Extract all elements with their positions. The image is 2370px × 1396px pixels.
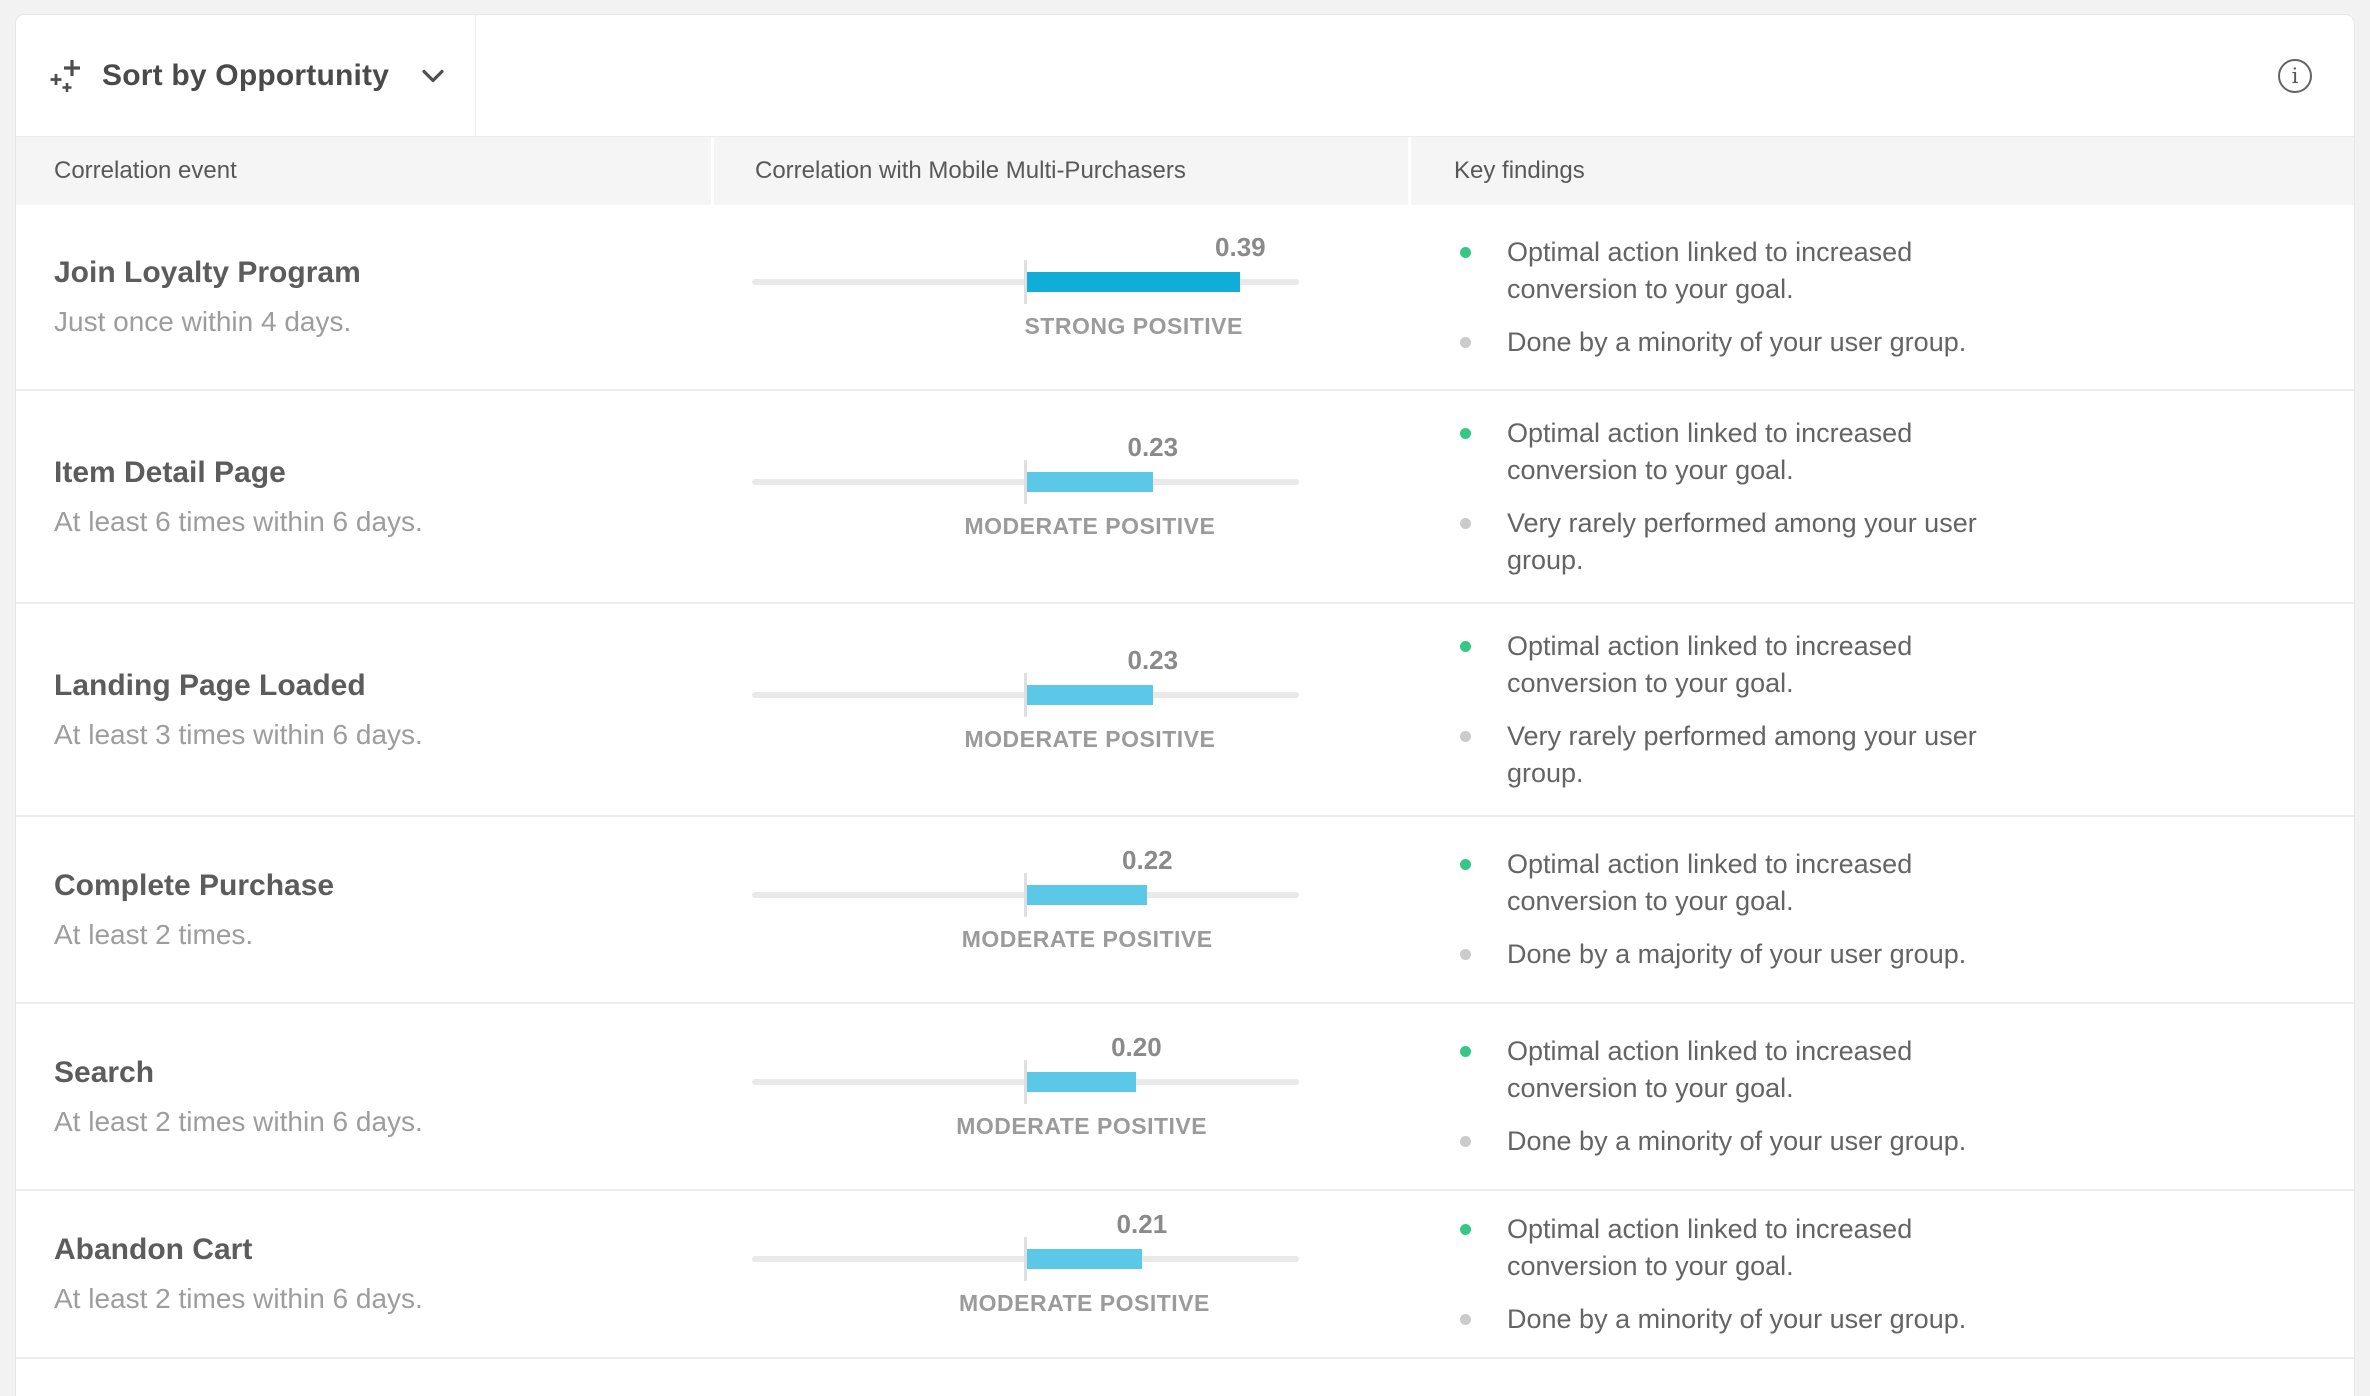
- event-title[interactable]: Item Detail Page: [54, 455, 286, 489]
- correlation-mini-chart: 0.23 MODERATE POSITIVE: [711, 645, 1408, 775]
- finding-text: Optimal action linked to increased conve…: [1507, 1036, 1913, 1103]
- green-dot-icon: [1460, 427, 1471, 439]
- correlation-value: 0.23: [1127, 431, 1179, 462]
- column-header-correlation-with: Correlation with Mobile Multi-Purchasers: [711, 137, 1408, 205]
- correlation-strength-label: MODERATE POSITIVE: [964, 725, 1216, 752]
- table-row: Abandon Cart At least 2 times within 6 d…: [16, 1191, 2354, 1359]
- finding-text: Optimal action linked to increased conve…: [1507, 849, 1913, 916]
- correlation-strength-label: MODERATE POSITIVE: [956, 1112, 1208, 1139]
- correlation-bar: [1027, 884, 1148, 905]
- zero-tick: [1024, 459, 1027, 504]
- correlation-strength-label: MODERATE POSITIVE: [958, 1290, 1210, 1316]
- table-row: Item Detail Page At least 6 times within…: [16, 391, 2354, 604]
- column-header-correlation-event: Correlation event: [16, 137, 711, 205]
- next-row-partial: [16, 1359, 2354, 1394]
- green-dot-icon: [1460, 1223, 1471, 1235]
- key-finding-item: Optimal action linked to increased conve…: [1460, 1033, 2354, 1107]
- finding-text: Done by a majority of your user group.: [1507, 939, 1967, 969]
- toolbar: Sort by Opportunity i: [16, 15, 2354, 137]
- correlation-mini-chart: 0.21 MODERATE POSITIVE: [711, 1209, 1408, 1339]
- correlation-bar: [1027, 272, 1241, 292]
- table-header: Correlation event Correlation with Mobil…: [16, 137, 2354, 205]
- event-title[interactable]: Abandon Cart: [54, 1233, 253, 1266]
- finding-text: Done by a minority of your user group.: [1507, 326, 1967, 357]
- key-finding-item: Optimal action linked to increased conve…: [1460, 234, 2354, 308]
- event-subtitle: At least 2 times.: [54, 918, 254, 950]
- event-title[interactable]: Join Loyalty Program: [54, 256, 361, 289]
- key-finding-item: Done by a minority of your user group.: [1460, 1123, 2354, 1160]
- key-finding-item: Very rarely performed among your user gr…: [1460, 718, 2354, 792]
- chevron-down-icon: [421, 68, 445, 84]
- key-finding-item: Very rarely performed among your user gr…: [1460, 505, 2354, 579]
- green-dot-icon: [1460, 640, 1471, 652]
- event-subtitle: At least 3 times within 6 days.: [54, 718, 423, 750]
- gray-dot-icon: [1460, 517, 1471, 529]
- green-dot-icon: [1460, 859, 1471, 870]
- key-finding-item: Optimal action linked to increased conve…: [1460, 628, 2354, 702]
- gray-dot-icon: [1460, 949, 1471, 960]
- column-header-key-findings: Key findings: [1408, 137, 2354, 205]
- correlation-bar: [1027, 684, 1153, 705]
- finding-text: Optimal action linked to increased conve…: [1507, 630, 1913, 698]
- finding-text: Very rarely performed among your user gr…: [1507, 507, 1977, 575]
- event-title[interactable]: Landing Page Loaded: [54, 668, 366, 702]
- correlation-card: Sort by Opportunity i Correlation event …: [15, 14, 2355, 1396]
- event-subtitle: At least 2 times within 6 days.: [54, 1105, 423, 1137]
- table-row: Search At least 2 times within 6 days. 0…: [16, 1004, 2354, 1191]
- correlation-value: 0.39: [1215, 232, 1266, 262]
- finding-text: Done by a minority of your user group.: [1507, 1303, 1967, 1334]
- correlation-strength-label: STRONG POSITIVE: [1024, 313, 1243, 339]
- key-finding-item: Done by a minority of your user group.: [1460, 324, 2354, 361]
- correlation-mini-chart: 0.22 MODERATE POSITIVE: [711, 845, 1408, 975]
- finding-text: Optimal action linked to increased conve…: [1507, 236, 1913, 304]
- gray-dot-icon: [1460, 1136, 1471, 1147]
- gray-dot-icon: [1460, 336, 1471, 348]
- correlation-strength-label: MODERATE POSITIVE: [964, 512, 1216, 539]
- finding-text: Done by a minority of your user group.: [1507, 1126, 1967, 1156]
- finding-text: Very rarely performed among your user gr…: [1507, 720, 1977, 788]
- correlation-value: 0.22: [1122, 844, 1173, 875]
- correlation-mini-chart: 0.39 STRONG POSITIVE: [711, 232, 1408, 362]
- key-finding-item: Optimal action linked to increased conve…: [1460, 846, 2354, 920]
- correlation-mini-chart: 0.20 MODERATE POSITIVE: [711, 1032, 1408, 1162]
- zero-tick: [1024, 260, 1027, 304]
- key-finding-item: Done by a minority of your user group.: [1460, 1301, 2354, 1338]
- zero-tick: [1024, 672, 1027, 717]
- correlation-bar: [1027, 1071, 1137, 1092]
- table-row: Complete Purchase At least 2 times. 0.22…: [16, 817, 2354, 1004]
- event-subtitle: At least 6 times within 6 days.: [54, 505, 423, 537]
- gray-dot-icon: [1460, 1313, 1471, 1325]
- correlation-bar: [1027, 1249, 1142, 1269]
- green-dot-icon: [1460, 1046, 1471, 1057]
- event-subtitle: Just once within 4 days.: [54, 306, 352, 337]
- finding-text: Optimal action linked to increased conve…: [1507, 1213, 1913, 1281]
- table-row: Join Loyalty Program Just once within 4 …: [16, 205, 2354, 391]
- correlation-value: 0.21: [1116, 1209, 1168, 1239]
- key-finding-item: Optimal action linked to increased conve…: [1460, 415, 2354, 489]
- event-title[interactable]: Complete Purchase: [54, 868, 335, 902]
- zero-tick: [1024, 1237, 1027, 1281]
- sort-label: Sort by Opportunity: [102, 58, 390, 92]
- table-row: Landing Page Loaded At least 3 times wit…: [16, 604, 2354, 817]
- key-finding-item: Optimal action linked to increased conve…: [1460, 1211, 2354, 1285]
- info-icon[interactable]: i: [2278, 58, 2312, 93]
- correlation-mini-chart: 0.23 MODERATE POSITIVE: [711, 432, 1408, 562]
- event-subtitle: At least 2 times within 6 days.: [54, 1283, 423, 1314]
- finding-text: Optimal action linked to increased conve…: [1507, 417, 1913, 485]
- gray-dot-icon: [1460, 730, 1471, 742]
- correlation-value: 0.23: [1127, 644, 1179, 675]
- toolbar-right: i: [2278, 15, 2354, 136]
- correlation-strength-label: MODERATE POSITIVE: [961, 925, 1213, 952]
- sparkle-plusses-icon: [48, 57, 86, 95]
- sort-by-opportunity-dropdown[interactable]: Sort by Opportunity: [16, 15, 476, 136]
- green-dot-icon: [1460, 246, 1471, 258]
- zero-tick: [1024, 872, 1027, 917]
- correlation-bar: [1027, 471, 1153, 492]
- key-finding-item: Done by a majority of your user group.: [1460, 936, 2354, 973]
- zero-tick: [1024, 1059, 1027, 1104]
- correlation-value: 0.20: [1111, 1031, 1162, 1062]
- event-title[interactable]: Search: [54, 1055, 155, 1089]
